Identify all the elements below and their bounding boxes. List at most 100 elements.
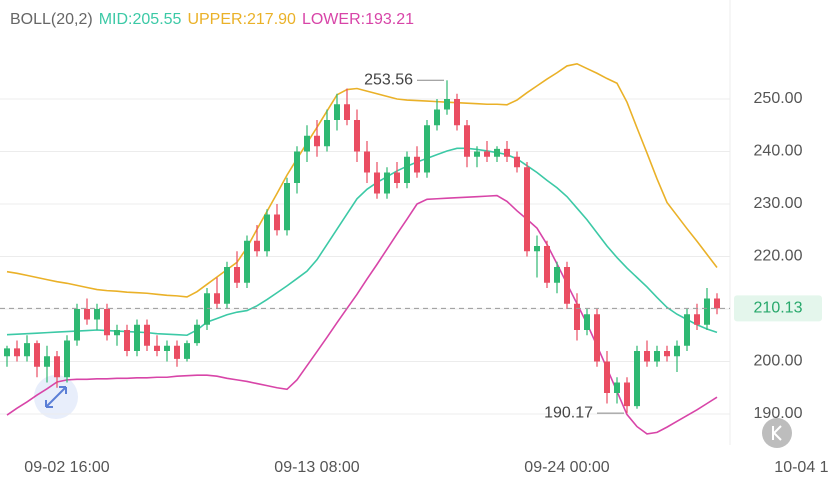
candle-body: [384, 172, 390, 194]
candle-body: [664, 351, 670, 357]
candle-body: [4, 348, 10, 357]
x-tick-label: 10-04 16:00: [774, 459, 829, 476]
candle-body: [614, 382, 620, 393]
candle-body: [474, 151, 480, 157]
legend-entry: LOWER:193.21: [302, 11, 414, 28]
band-line: [6, 147, 718, 337]
candle-body: [674, 345, 680, 357]
candle-body: [544, 246, 550, 283]
candle-body: [144, 324, 150, 346]
candle-body: [684, 314, 690, 346]
candle-body: [24, 343, 30, 357]
candle-body: [344, 104, 350, 120]
candle-body: [124, 330, 130, 351]
candle-body: [434, 109, 440, 126]
candle-body: [394, 172, 400, 183]
candle-body: [54, 356, 60, 378]
grid-layer: [0, 98, 730, 415]
candle-body: [574, 303, 580, 330]
candle-body: [244, 240, 250, 283]
candle-body: [534, 246, 540, 252]
candle-body: [324, 120, 330, 147]
candle-body: [604, 361, 610, 393]
x-tick-label: 09-13 08:00: [274, 459, 360, 476]
y-tick-label: 200.00: [754, 353, 803, 370]
candle-body: [354, 120, 360, 152]
x-tick-label: 09-02 16:00: [24, 459, 110, 476]
candle-body: [44, 356, 50, 367]
indicator-title: BOLL(20,2): [10, 11, 93, 28]
candle-body: [404, 156, 410, 183]
candle-body: [424, 125, 430, 173]
candle-body: [184, 343, 190, 359]
candle-body: [64, 340, 70, 378]
candle-body: [314, 135, 320, 147]
scroll-icon: [772, 425, 782, 441]
candle-body: [364, 151, 370, 173]
annotation-label: 253.56: [364, 72, 413, 89]
candle-body: [484, 151, 490, 157]
candle-body: [174, 345, 180, 359]
candle-body: [524, 167, 530, 252]
candle-body: [554, 267, 560, 283]
annotation-label: 190.17: [544, 404, 593, 421]
candle-body: [284, 183, 290, 231]
candle-body: [694, 314, 700, 325]
candle-body: [104, 309, 110, 336]
legend-entry: MID:205.55: [99, 11, 182, 28]
candle-body: [704, 298, 710, 325]
candle-body: [134, 324, 140, 351]
candle-body: [454, 99, 460, 126]
candle-body: [464, 125, 470, 157]
y-tick-label: 190.00: [754, 405, 803, 422]
candle-body: [214, 293, 220, 304]
candle-body: [624, 382, 630, 407]
candle-body: [304, 135, 310, 152]
last-price-box: [734, 295, 822, 322]
candle-body: [34, 343, 40, 367]
candle-body: [414, 156, 420, 173]
candle-body: [164, 345, 170, 351]
last-price-label: 210.13: [754, 300, 803, 317]
candle-body: [594, 314, 600, 362]
candle-body: [264, 214, 270, 252]
candle-body: [444, 99, 450, 110]
y-tick-label: 250.00: [754, 90, 803, 107]
y-tick-label: 240.00: [754, 143, 803, 160]
candle-body: [84, 309, 90, 320]
candle-body: [374, 172, 380, 194]
candle-body: [74, 309, 80, 341]
x-tick-label: 09-24 00:00: [524, 459, 610, 476]
candle-layer: [4, 80, 720, 414]
legend: BOLL(20,2) MID:205.55 UPPER:217.90 LOWER:19…: [10, 11, 414, 28]
candle-body: [154, 345, 160, 351]
candle-body: [514, 156, 520, 168]
candle-body: [294, 151, 300, 183]
band-layer: [6, 62, 718, 435]
candle-body: [334, 104, 340, 120]
legend-entry: UPPER:217.90: [187, 11, 296, 28]
candle-body: [494, 148, 500, 157]
candle-body: [564, 267, 570, 304]
candle-body: [114, 330, 120, 336]
candle-body: [584, 314, 590, 330]
candle-body: [634, 351, 640, 407]
candle-body: [254, 240, 260, 252]
band-line: [6, 62, 718, 298]
y-tick-label: 230.00: [754, 195, 803, 212]
candle-body: [504, 148, 510, 157]
candle-body: [714, 298, 720, 309]
candle-body: [234, 267, 240, 283]
band-line: [6, 194, 718, 435]
y-tick-label: 220.00: [754, 248, 803, 265]
candle-body: [194, 324, 200, 344]
candle-body: [14, 348, 20, 357]
candle-body: [204, 293, 210, 325]
candle-body: [274, 214, 280, 231]
candle-body: [654, 351, 660, 362]
candle-body: [644, 351, 650, 362]
scroll-button[interactable]: [762, 418, 792, 448]
expand-icon: [45, 386, 67, 408]
